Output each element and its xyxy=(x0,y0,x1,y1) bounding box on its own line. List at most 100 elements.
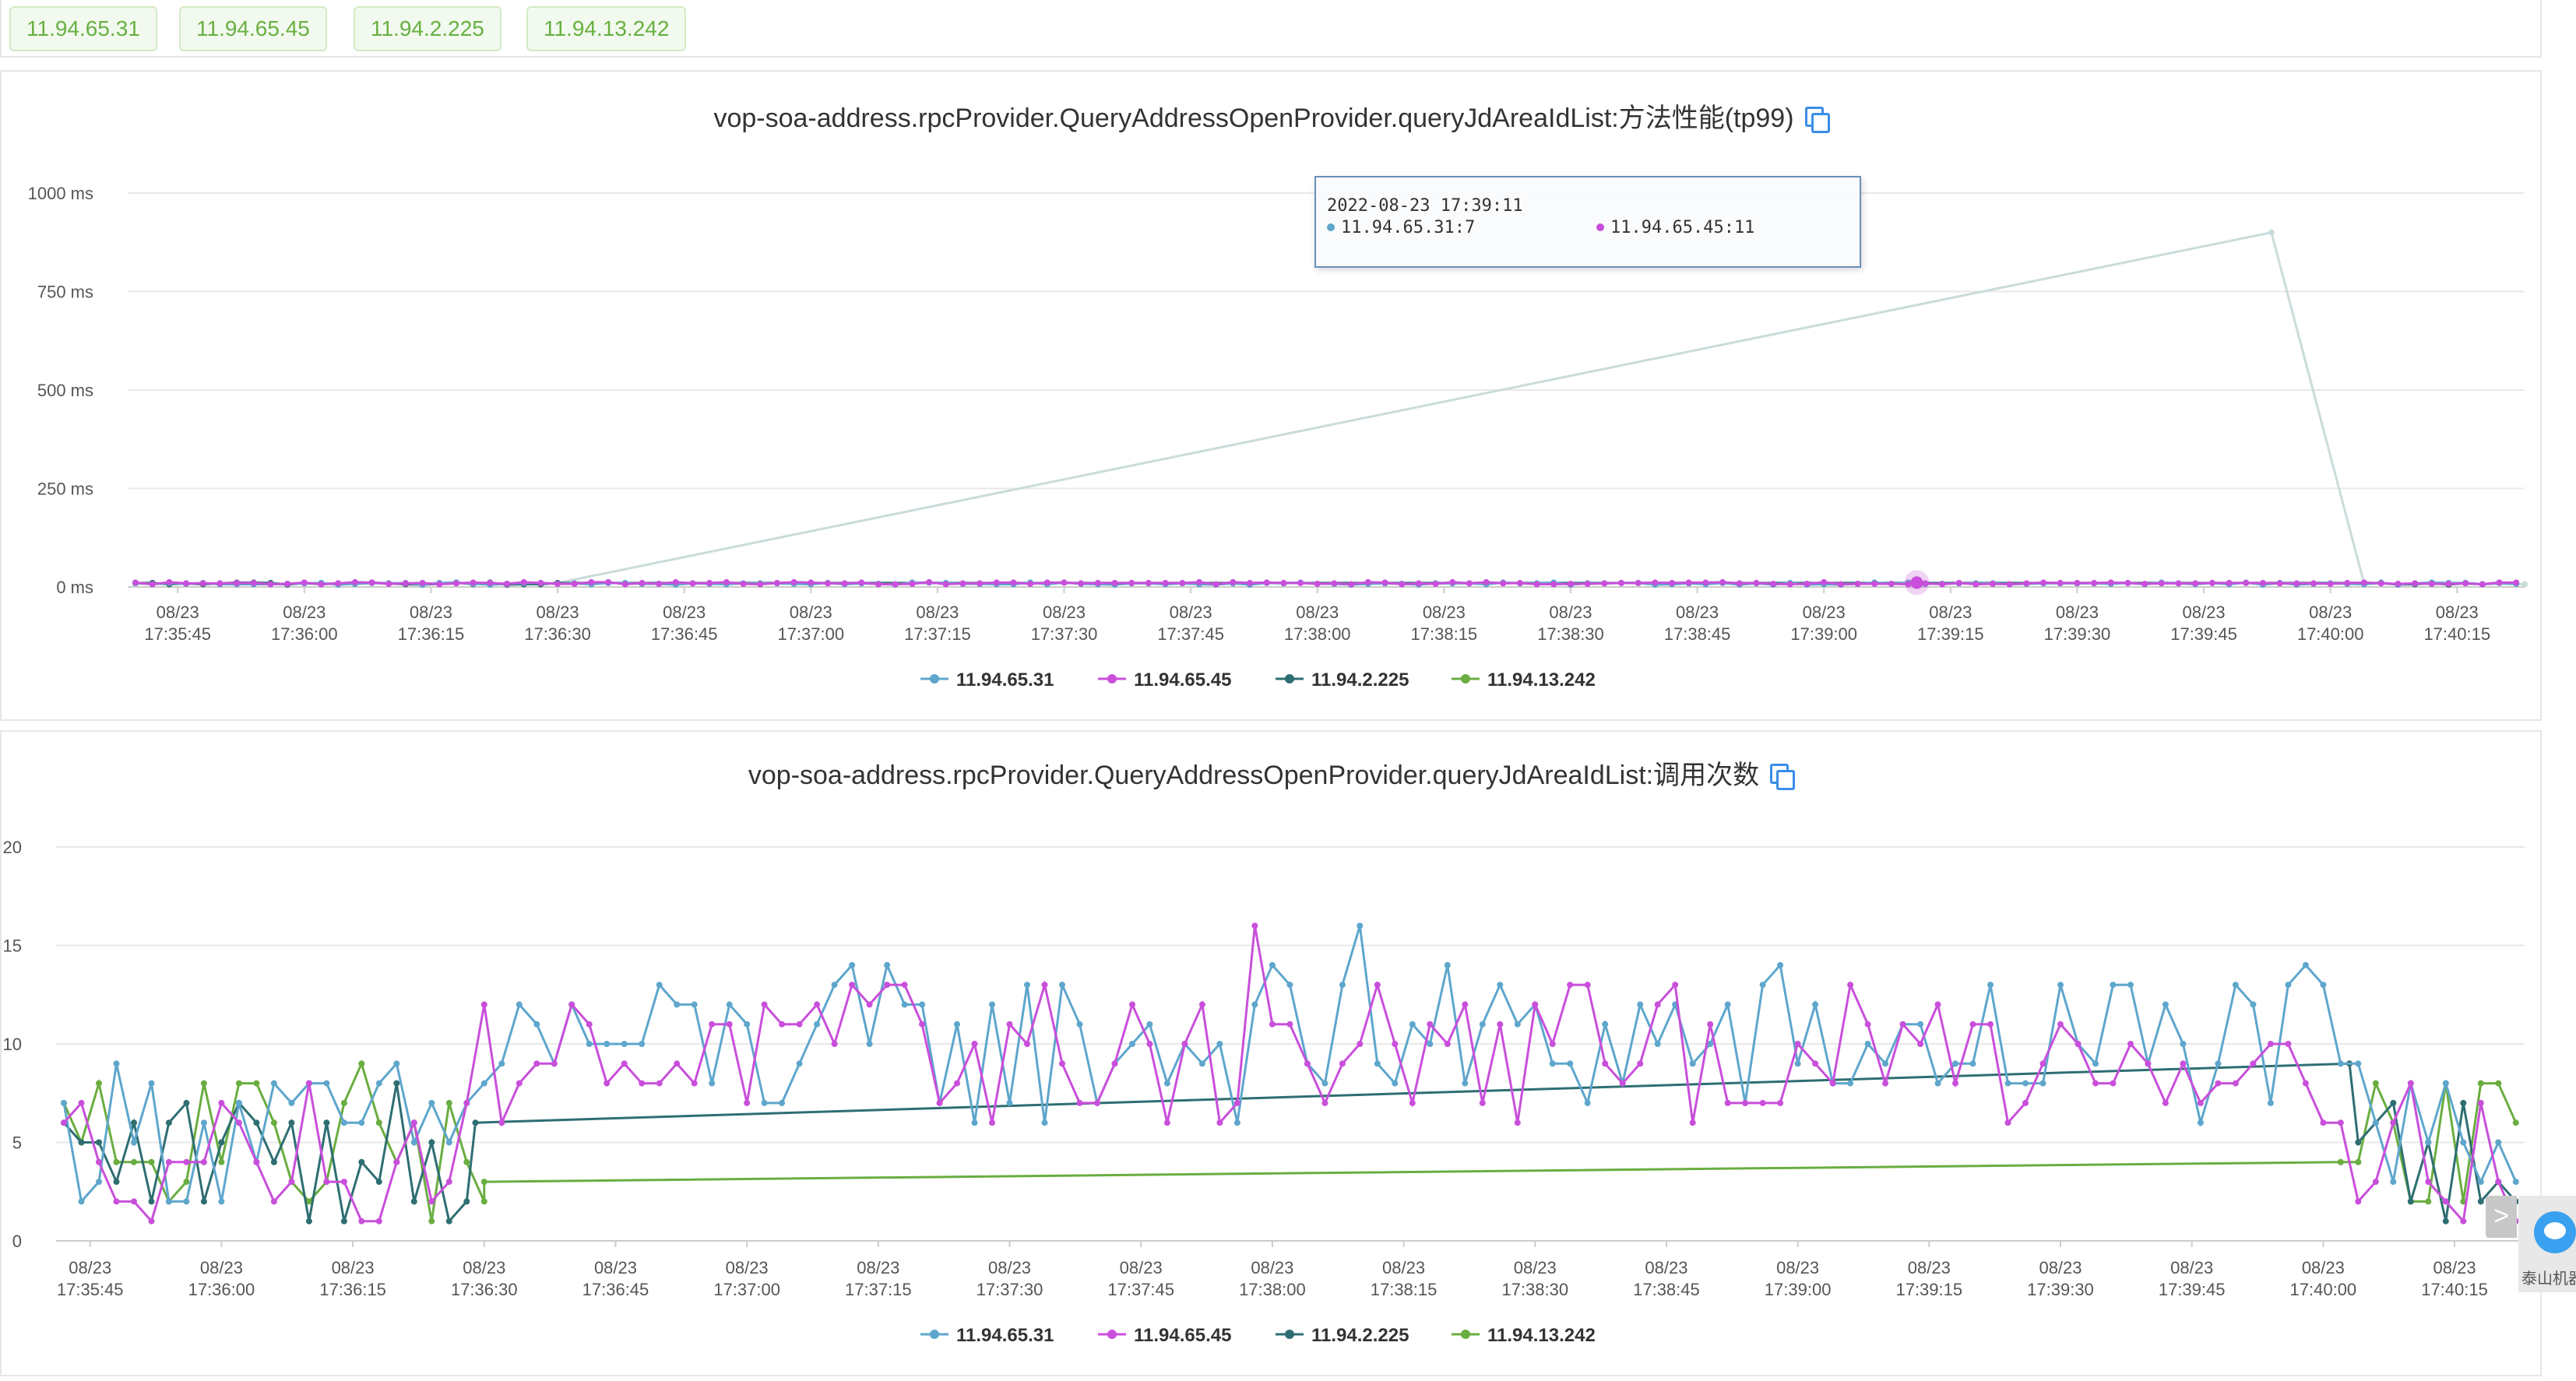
series-point-11.94.65.31[interactable] xyxy=(2302,961,2309,968)
series-point-11.94.13.242[interactable] xyxy=(2355,1158,2362,1165)
series-point-11.94.65.31[interactable] xyxy=(270,1080,277,1087)
series-point-11.94.13.242[interactable] xyxy=(200,1080,207,1087)
series-point-11.94.13.242[interactable] xyxy=(96,1080,102,1087)
series-point-11.94.65.31[interactable] xyxy=(2337,1060,2344,1067)
series-point-11.94.65.45[interactable] xyxy=(942,581,949,588)
series-point-11.94.13.242[interactable] xyxy=(2477,1080,2484,1087)
series-point-11.94.2.225[interactable] xyxy=(113,1179,120,1186)
series-point-11.94.65.45[interactable] xyxy=(1041,982,1048,989)
series-point-11.94.65.45[interactable] xyxy=(2460,1218,2467,1225)
series-point-11.94.65.45[interactable] xyxy=(1111,1060,1118,1067)
series-point-11.94.65.31[interactable] xyxy=(971,1119,978,1126)
series-point-11.94.65.31[interactable] xyxy=(96,1179,102,1186)
series-point-11.94.65.31[interactable] xyxy=(831,982,838,989)
series-point-11.94.65.45[interactable] xyxy=(2006,581,2013,588)
series-point-11.94.65.45[interactable] xyxy=(1516,579,1523,586)
series-point-11.94.65.45[interactable] xyxy=(463,1099,470,1106)
series-point-11.94.65.31[interactable] xyxy=(1584,1099,1591,1106)
series-point-11.94.65.45[interactable] xyxy=(773,579,780,586)
series-point-11.94.65.31[interactable] xyxy=(1216,1041,1223,1047)
series-point-11.94.65.45[interactable] xyxy=(1550,581,1557,588)
series-point-11.94.65.31[interactable] xyxy=(1847,1080,1854,1087)
series-point-11.94.13.242[interactable] xyxy=(375,1119,382,1126)
series-point-11.94.65.45[interactable] xyxy=(250,579,257,586)
series-point-11.94.65.45[interactable] xyxy=(1955,579,1962,586)
series-point-11.94.65.31[interactable] xyxy=(1969,1060,1976,1067)
series-point-11.94.65.45[interactable] xyxy=(1381,579,1388,586)
series-point-11.94.65.45[interactable] xyxy=(2208,579,2215,586)
series-point-11.94.65.31[interactable] xyxy=(2285,982,2292,989)
series-point-11.94.65.45[interactable] xyxy=(2141,581,2148,587)
series-point-11.94.65.31[interactable] xyxy=(1006,1099,1013,1106)
tp99-line-chart[interactable]: 0 ms 250 ms 500 ms 750 ms 1000 ms 08/23 17:35:… xyxy=(2,72,2543,722)
series-point-11.94.13.242[interactable] xyxy=(270,1119,277,1126)
series-point-11.94.65.45[interactable] xyxy=(1364,578,1371,585)
series-point-11.94.65.45[interactable] xyxy=(2479,581,2486,588)
series-point-11.94.65.45[interactable] xyxy=(926,578,933,585)
series-point-11.94.65.45[interactable] xyxy=(149,581,156,588)
series-point-11.94.65.45[interactable] xyxy=(1409,1099,1416,1106)
series-point-11.94.65.45[interactable] xyxy=(375,1218,382,1225)
series-point-11.94.65.31[interactable] xyxy=(2215,1060,2222,1067)
series-point-11.94.13.242[interactable] xyxy=(463,1158,470,1165)
series-point-11.94.65.45[interactable] xyxy=(1770,581,1777,587)
series-point-11.94.65.45[interactable] xyxy=(1689,1119,1696,1126)
series-point-11.94.65.45[interactable] xyxy=(1821,578,1828,585)
series-point-11.94.65.45[interactable] xyxy=(445,1179,452,1186)
series-point-11.94.65.45[interactable] xyxy=(808,579,815,586)
series-point-11.94.65.45[interactable] xyxy=(1479,1099,1486,1106)
series-point-11.94.65.45[interactable] xyxy=(2110,1080,2117,1087)
series-point-11.94.65.45[interactable] xyxy=(1432,581,1439,587)
series-point-11.94.65.31[interactable] xyxy=(1934,1080,1941,1087)
series-point-11.94.65.31[interactable] xyxy=(1059,982,1065,989)
series-line-11.94.65.45[interactable] xyxy=(62,925,2518,1225)
series-point-11.94.65.45[interactable] xyxy=(1702,579,1709,586)
series-point-11.94.65.45[interactable] xyxy=(1759,1099,1766,1106)
series-point-11.94.65.45[interactable] xyxy=(2320,1119,2327,1126)
series-point-11.94.65.31[interactable] xyxy=(2110,982,2117,989)
series-point-11.94.13.242[interactable] xyxy=(2521,581,2528,588)
series-point-11.94.65.31[interactable] xyxy=(2512,1179,2519,1186)
series-point-11.94.65.45[interactable] xyxy=(2395,581,2402,587)
series-point-11.94.65.45[interactable] xyxy=(1794,1041,1801,1047)
series-point-11.94.2.225[interactable] xyxy=(253,1119,260,1126)
series-point-11.94.65.31[interactable] xyxy=(410,1139,417,1146)
series-point-11.94.65.45[interactable] xyxy=(340,1179,347,1186)
series-point-11.94.65.45[interactable] xyxy=(1618,579,1624,586)
series-point-11.94.65.45[interactable] xyxy=(2158,580,2165,587)
series-point-11.94.65.45[interactable] xyxy=(1462,1001,1469,1008)
series-point-11.94.65.31[interactable] xyxy=(1374,1060,1381,1067)
series-point-11.94.65.45[interactable] xyxy=(2023,580,2030,587)
series-point-11.94.65.45[interactable] xyxy=(1024,1041,1030,1047)
series-point-11.94.65.45[interactable] xyxy=(989,1119,995,1126)
series-point-11.94.65.45[interactable] xyxy=(993,579,1000,586)
series-point-11.94.65.45[interactable] xyxy=(1532,1001,1539,1008)
series-point-11.94.65.45[interactable] xyxy=(689,580,696,587)
series-point-11.94.65.31[interactable] xyxy=(919,1001,926,1008)
series-point-11.94.65.45[interactable] xyxy=(318,581,325,588)
series-point-11.94.65.45[interactable] xyxy=(2232,1080,2239,1087)
series-point-11.94.65.31[interactable] xyxy=(2197,1119,2204,1126)
series-point-11.94.65.45[interactable] xyxy=(1804,581,1811,587)
series-point-11.94.65.31[interactable] xyxy=(2495,1139,2502,1146)
series-point-11.94.65.45[interactable] xyxy=(453,580,459,587)
series-point-11.94.65.45[interactable] xyxy=(1829,1080,1836,1087)
series-point-11.94.13.242[interactable] xyxy=(2268,229,2275,236)
series-point-11.94.65.45[interactable] xyxy=(2124,579,2131,586)
series-point-11.94.65.45[interactable] xyxy=(2074,579,2081,586)
series-point-11.94.65.45[interactable] xyxy=(1006,1021,1013,1028)
series-point-11.94.13.242[interactable] xyxy=(358,1060,365,1067)
series-point-11.94.65.45[interactable] xyxy=(1181,1041,1188,1047)
series-point-11.94.65.45[interactable] xyxy=(1514,1119,1521,1126)
series-point-11.94.65.31[interactable] xyxy=(709,1080,716,1087)
series-point-11.94.65.31[interactable] xyxy=(516,1001,523,1008)
series-point-11.94.65.45[interactable] xyxy=(2092,1080,2099,1087)
series-point-11.94.65.45[interactable] xyxy=(1500,580,1507,587)
series-point-11.94.65.45[interactable] xyxy=(1216,1119,1223,1126)
series-point-11.94.65.45[interactable] xyxy=(1753,579,1760,586)
series-point-11.94.65.45[interactable] xyxy=(436,581,443,588)
series-point-11.94.65.45[interactable] xyxy=(554,581,561,587)
series-point-11.94.65.31[interactable] xyxy=(131,1139,137,1146)
series-point-11.94.65.45[interactable] xyxy=(1882,1080,1889,1087)
series-point-11.94.65.31[interactable] xyxy=(1251,1001,1258,1008)
